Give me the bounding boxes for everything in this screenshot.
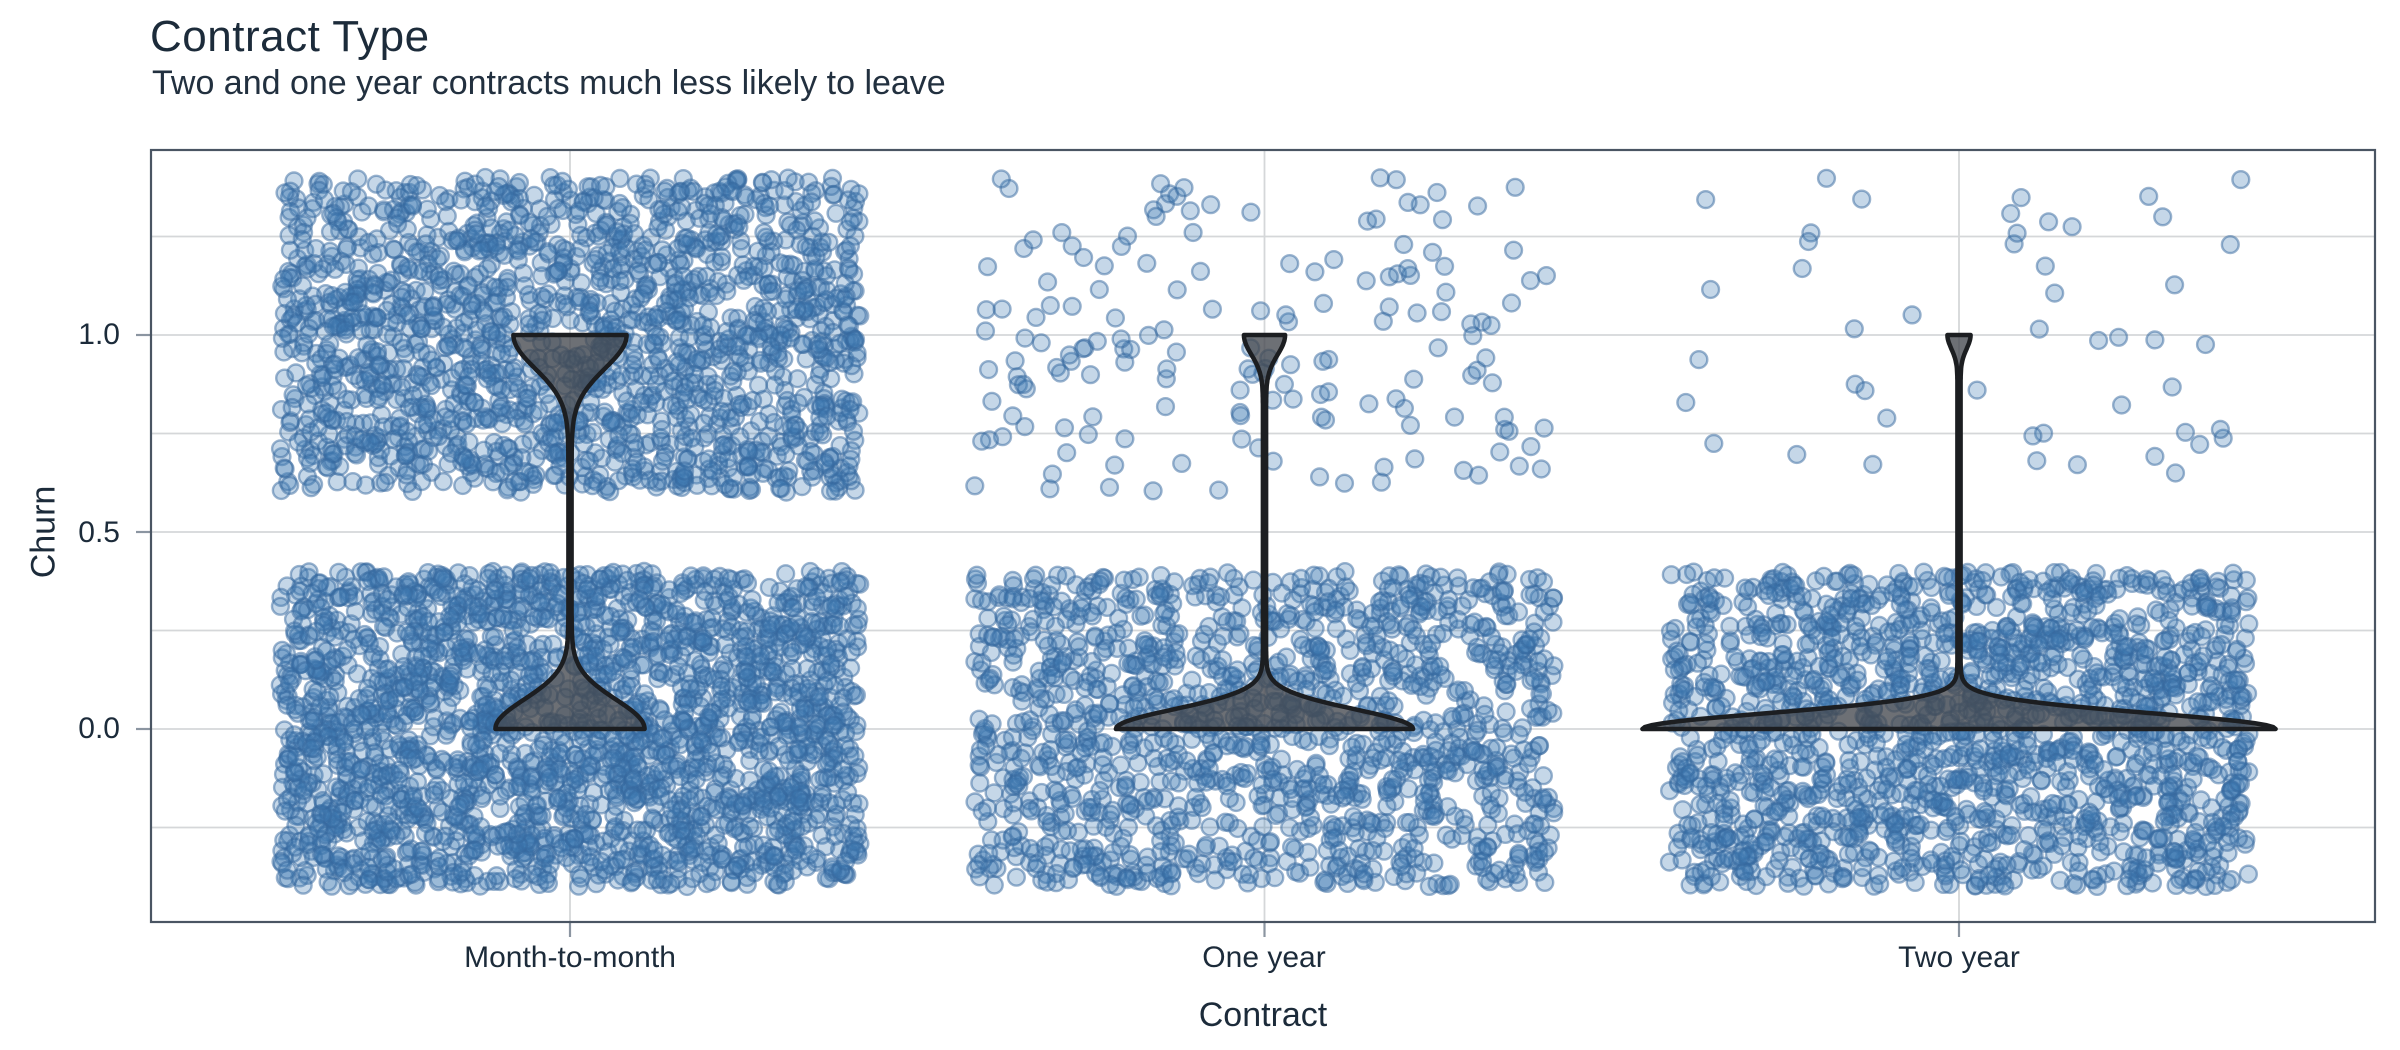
x-tick-label-month-to-month: Month-to-month — [464, 941, 676, 974]
x-tick-label-one-year: One year — [1202, 941, 1326, 974]
y-tick-label-0.5: 0.5 — [78, 516, 120, 549]
x-tick-label-two-year: Two year — [1898, 941, 2020, 974]
chart-subtitle: Two and one year contracts much less lik… — [152, 64, 946, 102]
y-tick-label-0.0: 0.0 — [78, 712, 120, 745]
violin-two-year — [1640, 332, 2278, 732]
x-axis-title: Contract — [1198, 996, 1328, 1034]
plot-border — [149, 148, 2377, 924]
chart-title: Contract Type — [150, 12, 430, 61]
axis-ticks — [136, 333, 1961, 937]
y-axis-title: Churn — [24, 485, 63, 579]
violin-month-to-month — [493, 332, 647, 732]
violin-one-year — [1113, 332, 1416, 732]
y-tick-label-1.0: 1.0 — [78, 318, 120, 351]
